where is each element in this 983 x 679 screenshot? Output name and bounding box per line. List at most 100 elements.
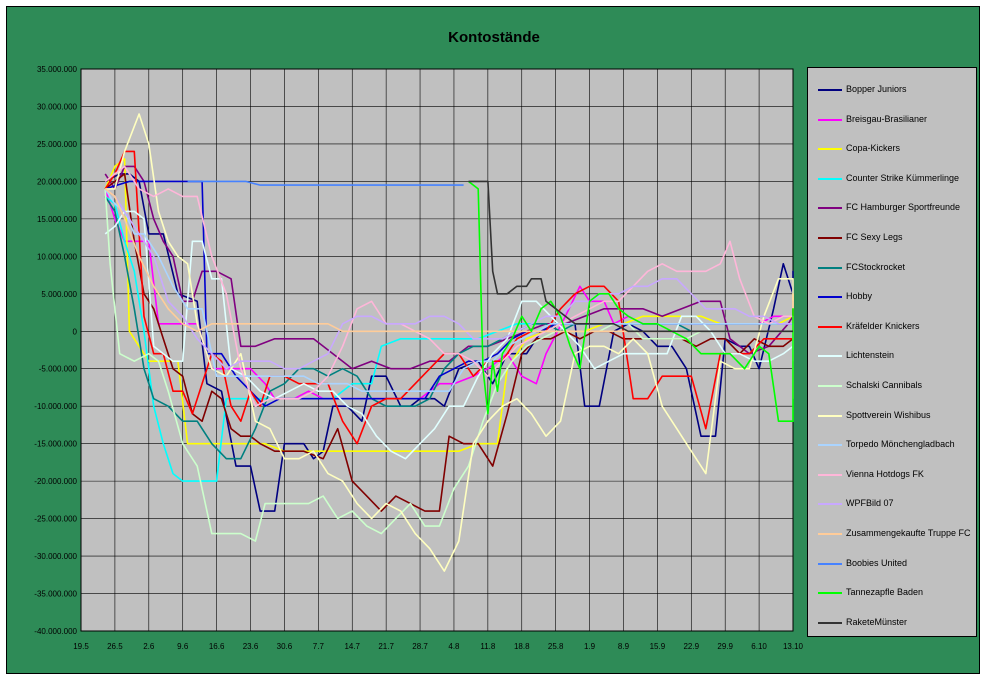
x-tick-label: 2.6 [143,642,155,651]
y-tick-label: -35.000.000 [34,590,77,599]
legend-swatch [818,207,842,210]
legend-item: Torpedo Mönchengladbach [808,437,976,453]
x-tick-label: 9.6 [177,642,189,651]
x-tick-label: 16.6 [209,642,225,651]
legend-label: FC Hamburger Sportfreunde [846,202,961,213]
legend-swatch [818,296,842,299]
series-line-18 [468,180,793,333]
x-tick-label: 18.8 [514,642,530,651]
x-tick-label: 22.9 [683,642,699,651]
y-tick-label: 20.000.000 [37,177,78,186]
y-tick-label: -25.000.000 [34,515,77,524]
legend-label: Bopper Juniors [846,84,907,94]
legend-label: Counter Strike Kümmerlinge [846,172,960,183]
legend-swatch [818,89,842,91]
y-tick-label: -15.000.000 [34,440,77,449]
legend-swatch [818,325,842,328]
y-tick-label: -5.000.000 [39,365,78,374]
legend-label: Spottverein Wishibus [846,409,931,420]
legend-item: FCStockrocket [808,260,976,276]
series-lines [104,113,794,572]
y-tick-label: 10.000.000 [37,252,78,261]
legend-label: RaketeMünster [846,616,908,627]
x-tick-label: 1.9 [584,642,596,651]
y-tick-label: 35.000.000 [37,65,78,74]
y-tick-label: -20.000.000 [34,477,77,486]
legend-swatch [818,621,842,624]
x-tick-label: 26.5 [107,642,123,651]
legend-item: WPFBild 07 [808,496,976,512]
y-tick-label: -30.000.000 [34,552,77,561]
legend-swatch [818,148,842,151]
chart-area: Kontostände 35.000.000 30.000.000 25.000.0… [6,6,980,674]
legend-label: Boobies United [846,557,908,568]
x-tick-label: 29.9 [717,642,733,651]
y-tick-label: 30.000.000 [37,102,78,111]
y-tick-label: 15.000.000 [37,215,78,224]
y-tick-label: -40.000.000 [34,627,77,636]
legend-label: FCStockrocket [846,261,906,272]
x-tick-label: 25.8 [548,642,564,651]
x-tick-label: 8.9 [618,642,630,651]
x-tick-label: 23.6 [243,642,259,651]
x-tick-label: 21.7 [378,642,394,651]
legend-swatch [818,266,842,269]
legend-label: Breisgau-Brasilianer [846,113,928,124]
legend-swatch [818,533,842,535]
legend-label: Tannezapfle Baden [846,587,924,598]
series-line-4 [104,165,794,370]
legend-label: Vienna Hotdogs FK [846,468,924,479]
legend-item: Schalski Cannibals [808,378,976,394]
legend-swatch [818,592,842,595]
legend-item: Kräfelder Knickers [808,319,976,335]
legend-swatch [818,237,842,239]
series-line-9 [104,210,794,460]
x-tick-label: 30.6 [277,642,293,651]
legend-swatch [818,118,842,121]
y-tick-label: 5.000.000 [41,290,77,299]
legend-label: FC Sexy Legs [846,232,903,242]
legend-label: WPFBild 07 [846,498,894,509]
legend-swatch [818,562,842,565]
series-line-17 [468,180,794,423]
legend-swatch [818,177,842,180]
legend-item: Zusammengekaufte Truppe FC [808,526,976,542]
legend-item: Vienna Hotdogs FK [808,467,976,483]
legend-item: Spottverein Wishibus [808,408,976,424]
legend-label: Copa-Kickers [846,143,901,154]
legend-swatch [818,503,842,506]
legend-label: Lichtenstein [846,350,895,361]
x-tick-label: 4.8 [448,642,460,651]
series-line-0 [104,173,794,512]
legend-item: Counter Strike Kümmerlinge [808,171,976,187]
legend-item: Hobby [808,289,976,305]
legend-swatch [818,444,842,447]
x-axis-ticks: 19.5 26.5 2.6 9.6 16.6 23.6 30.6 7.7 14.7 21.7 28.… [73,642,803,651]
legend-label: Kräfelder Knickers [846,320,920,331]
legend-item: FC Hamburger Sportfreunde [808,200,976,216]
series-line-2 [104,158,794,453]
legend-item: Breisgau-Brasilianer [808,112,976,128]
legend-item: RaketeMünster [808,615,976,631]
legend-item: Bopper Juniors [808,82,976,98]
legend-swatch [818,385,842,387]
x-tick-label: 15.9 [650,642,666,651]
series-line-12 [104,188,793,393]
series-line-16 [187,180,464,186]
x-tick-label: 7.7 [313,642,325,651]
chart-title: Kontostände [448,29,540,46]
legend-label: Hobby [846,291,873,302]
x-tick-label: 14.7 [344,642,360,651]
series-line-10 [104,188,793,542]
series-line-14 [104,188,793,370]
legend-item: Copa-Kickers [808,141,976,157]
legend-label: Torpedo Mönchengladbach [846,439,955,450]
legend: Bopper Juniors Breisgau-Brasilianer Copa-K… [807,67,977,637]
series-line-8 [104,150,794,445]
legend-item: Tannezapfle Baden [808,585,976,601]
y-tick-label: -10.000.000 [34,402,77,411]
legend-swatch [818,355,842,358]
legend-item: FC Sexy Legs [808,230,976,246]
x-tick-label: 11.8 [480,642,496,651]
x-tick-label: 28.7 [412,642,428,651]
